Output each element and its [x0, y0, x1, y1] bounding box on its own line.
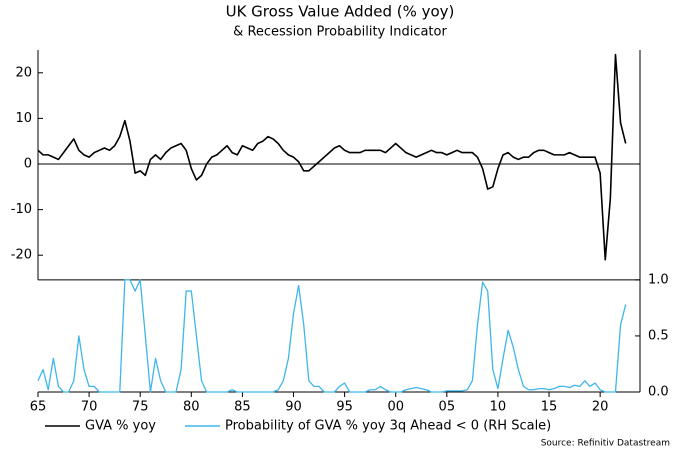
chart-title: UK Gross Value Added (% yoy) — [226, 3, 455, 21]
x-tick-label: 90 — [285, 400, 302, 415]
x-tick-label: 80 — [183, 400, 200, 415]
x-tick-label: 10 — [490, 400, 507, 415]
series-line — [37, 279, 627, 393]
source: Source: Refinitiv Datastream — [541, 439, 670, 449]
x-tick-label: 00 — [387, 400, 404, 415]
y2-tick-label: 0.5 — [648, 328, 669, 343]
y2-tick-label: 1.0 — [648, 272, 669, 287]
y-tick-label: 10 — [15, 111, 32, 126]
x-tick-label: 20 — [592, 400, 609, 415]
y-tick-label: -20 — [11, 248, 32, 263]
chart-subtitle: & Recession Probability Indicator — [233, 25, 447, 40]
series-line — [37, 53, 627, 261]
x-tick-label: 95 — [336, 400, 353, 415]
y2-tick-label: 0.0 — [648, 385, 669, 400]
y-tick-label: 0 — [24, 157, 32, 172]
x-tick-label: 85 — [234, 400, 251, 415]
x-tick-label: 05 — [439, 400, 456, 415]
x-tick-label: 75 — [132, 400, 149, 415]
x-tick-label: 15 — [541, 400, 558, 415]
x-tick-label: 70 — [81, 400, 98, 415]
x-tick-label: 65 — [30, 400, 47, 415]
legend-label: GVA % yoy — [85, 419, 156, 434]
y-tick-label: 20 — [15, 65, 32, 80]
y-tick-label: -10 — [11, 202, 32, 217]
legend-label: Probability of GVA % yoy 3q Ahead < 0 (R… — [225, 419, 551, 434]
